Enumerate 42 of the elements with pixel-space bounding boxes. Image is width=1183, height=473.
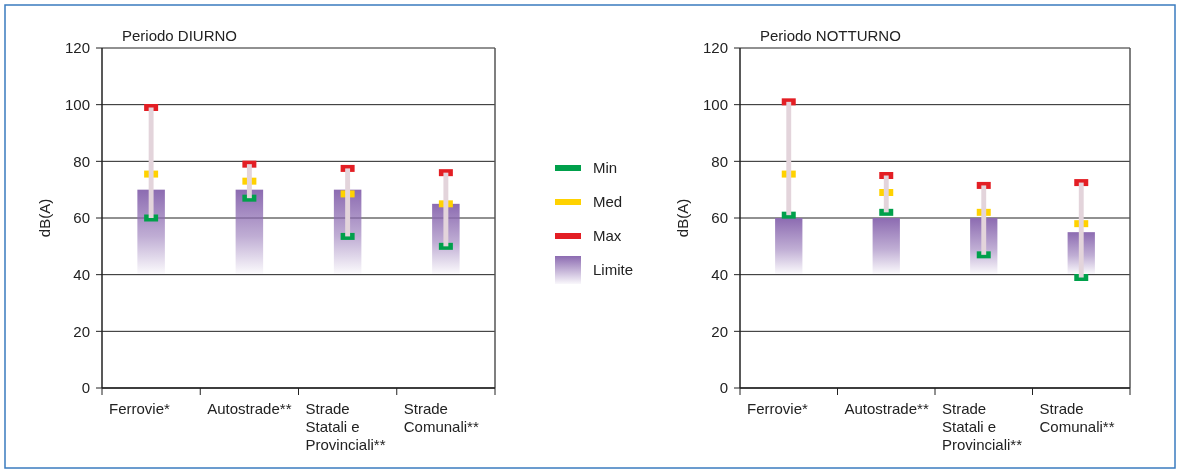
bar: [443, 172, 449, 247]
x-tick-label: Ferrovie*: [747, 400, 809, 417]
chart-title: Periodo DIURNO: [122, 27, 238, 44]
bar: [786, 101, 792, 216]
y-tick-label: 80: [711, 152, 728, 170]
x-tick-label: Ferrovie*: [109, 400, 171, 417]
y-tick-label: 100: [64, 95, 90, 113]
y-tick-label: 0: [81, 379, 90, 397]
bar: [1078, 182, 1084, 278]
y-tick-label: 120: [702, 39, 728, 57]
chart-title: Periodo NOTTURNO: [760, 27, 901, 44]
y-tick-label: 20: [711, 322, 728, 340]
legend-label: Limite: [593, 261, 634, 279]
x-tick-label: Strade Comunali**: [1039, 400, 1115, 435]
y-tick-label: 60: [73, 209, 90, 227]
y-tick-label: 40: [73, 265, 90, 283]
bar: [246, 164, 252, 199]
bar: [981, 185, 987, 255]
bar: [137, 189, 165, 275]
legend-label: Med: [593, 193, 623, 211]
legend-label: Max: [593, 227, 622, 245]
legend-label: Min: [593, 159, 618, 177]
y-tick-label: 20: [73, 322, 90, 340]
y-axis-title: dB(A): [36, 198, 53, 238]
y-tick-label: 80: [73, 152, 90, 170]
y-tick-label: 0: [719, 379, 728, 397]
x-tick-label: Autostrade**: [207, 400, 292, 417]
x-tick-label: Autostrade**: [844, 400, 929, 417]
y-tick-label: 120: [64, 39, 90, 57]
x-tick-label: Strade Statali e Provinciali**: [942, 400, 1023, 453]
y-tick-label: 40: [711, 265, 728, 283]
x-tick-label: Strade Comunali**: [403, 400, 479, 435]
x-tick-label: Strade Statali e Provinciali**: [305, 400, 386, 453]
bar: [148, 107, 154, 218]
bar: [883, 175, 889, 213]
y-tick-label: 60: [711, 209, 728, 227]
y-tick-label: 100: [702, 95, 728, 113]
bar: [775, 218, 803, 275]
bar: [345, 168, 351, 237]
y-axis-title: dB(A): [674, 198, 691, 238]
bar: [872, 218, 900, 275]
bar: [235, 189, 264, 275]
